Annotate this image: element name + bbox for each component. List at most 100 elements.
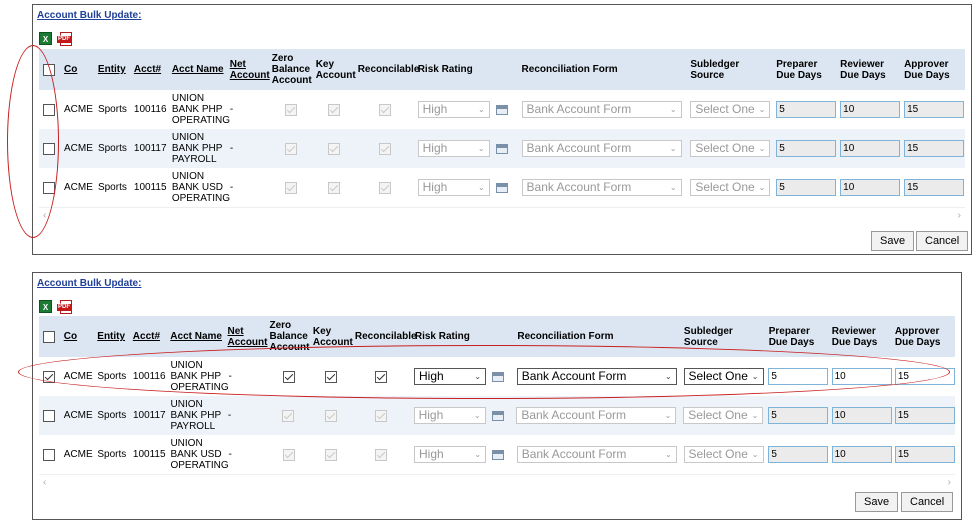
scroll-left-icon[interactable]: ‹ xyxy=(43,476,47,488)
key-account-checkbox[interactable] xyxy=(325,448,338,461)
key-account-checkbox[interactable] xyxy=(324,409,337,422)
scroll-right-icon[interactable]: › xyxy=(957,209,961,221)
table-row: ACME Sports 100117 UNION BANK PHP PAYROL… xyxy=(39,129,965,168)
reconcilable-checkbox[interactable] xyxy=(378,142,391,155)
col-header-acct[interactable]: Acct# xyxy=(133,64,162,75)
pdf-icon[interactable]: PDF xyxy=(57,300,73,314)
col-header-approver-due: Approver Due Days xyxy=(894,325,941,348)
zero-balance-checkbox[interactable] xyxy=(282,448,295,461)
cell-entity: Sports xyxy=(97,143,127,154)
excel-icon[interactable]: X xyxy=(39,300,52,313)
calendar-icon[interactable] xyxy=(495,143,508,154)
export-toolbar: X PDF xyxy=(39,32,73,46)
zero-balance-checkbox[interactable] xyxy=(284,181,297,194)
approver-due-input[interactable]: 15 xyxy=(904,179,965,196)
cell-co: ACME xyxy=(63,410,93,421)
key-account-checkbox[interactable] xyxy=(327,181,340,194)
preparer-due-input[interactable]: 5 xyxy=(768,407,829,424)
col-header-acct[interactable]: Acct# xyxy=(132,331,161,342)
subledger-select[interactable]: Select One ⌄ xyxy=(690,140,771,157)
pdf-icon[interactable]: PDF xyxy=(57,32,73,46)
panel-title-link[interactable]: Account Bulk Update: xyxy=(37,10,142,21)
cell-acct-name: UNION BANK PHP PAYROLL xyxy=(170,399,221,432)
risk-rating-select[interactable]: High ⌄ xyxy=(417,101,490,118)
reconcilable-checkbox[interactable] xyxy=(375,448,388,461)
cell-acct-name: UNION BANK USD OPERATING xyxy=(170,438,229,471)
subledger-select[interactable]: Select One ⌄ xyxy=(683,407,764,424)
subledger-select[interactable]: Select One ⌄ xyxy=(690,179,771,196)
reconcilable-checkbox[interactable] xyxy=(378,181,391,194)
approver-due-input[interactable]: 15 xyxy=(894,446,955,463)
col-header-subledger: Subledger Source xyxy=(690,58,740,81)
recon-form-select[interactable]: Bank Account Form ⌄ xyxy=(521,140,682,157)
col-header-entity[interactable]: Entity xyxy=(97,331,126,342)
row-select-checkbox[interactable] xyxy=(43,448,55,461)
subledger-select[interactable]: Select One ⌄ xyxy=(690,101,771,118)
col-header-risk-rating: Risk Rating xyxy=(414,331,470,342)
save-button[interactable]: Save xyxy=(871,231,915,251)
cell-net-account: - xyxy=(229,143,234,154)
key-account-checkbox[interactable] xyxy=(327,103,340,116)
chevron-down-icon: ⌄ xyxy=(758,144,766,153)
cell-acct: 100117 xyxy=(132,410,166,421)
cancel-button[interactable]: Cancel xyxy=(901,492,954,512)
recon-form-select[interactable]: Bank Account Form ⌄ xyxy=(516,407,677,424)
col-header-net-account[interactable]: Net Account xyxy=(229,58,270,81)
recon-form-select[interactable]: Bank Account Form ⌄ xyxy=(521,179,682,196)
col-header-entity[interactable]: Entity xyxy=(97,64,126,75)
horizontal-scrollbar[interactable]: ‹ › xyxy=(39,474,955,489)
scroll-right-icon[interactable]: › xyxy=(947,476,951,488)
save-button[interactable]: Save xyxy=(855,492,899,512)
reviewer-due-input[interactable]: 10 xyxy=(831,446,892,463)
preparer-due-input[interactable]: 5 xyxy=(768,446,829,463)
col-header-zero-balance: Zero Balance Account xyxy=(271,53,312,86)
chevron-down-icon: ⌄ xyxy=(758,183,766,192)
col-header-co[interactable]: Co xyxy=(63,331,78,342)
reconcilable-checkbox[interactable] xyxy=(374,409,387,422)
panel-title-link[interactable]: Account Bulk Update: xyxy=(37,278,142,289)
zero-balance-checkbox[interactable] xyxy=(282,409,295,422)
calendar-icon[interactable] xyxy=(491,410,504,421)
col-header-co[interactable]: Co xyxy=(63,64,78,75)
subledger-select[interactable]: Select One ⌄ xyxy=(683,446,764,463)
zero-balance-checkbox[interactable] xyxy=(284,142,297,155)
cancel-button[interactable]: Cancel xyxy=(916,231,969,251)
col-header-acct-name[interactable]: Acct Name xyxy=(171,64,224,75)
chevron-down-icon: ⌄ xyxy=(477,183,485,192)
recon-form-select[interactable]: Bank Account Form ⌄ xyxy=(521,101,682,118)
calendar-icon[interactable] xyxy=(495,182,508,193)
col-header-approver-due: Approver Due Days xyxy=(904,58,950,81)
calendar-icon[interactable] xyxy=(492,449,505,460)
risk-rating-select[interactable]: High ⌄ xyxy=(417,140,490,157)
reviewer-due-input[interactable]: 10 xyxy=(840,101,901,118)
row-select-checkbox[interactable] xyxy=(43,409,55,422)
cell-entity: Sports xyxy=(97,410,127,421)
col-header-risk-rating: Risk Rating xyxy=(417,64,473,75)
risk-rating-select[interactable]: High ⌄ xyxy=(417,179,490,196)
cell-co: ACME xyxy=(63,449,93,460)
horizontal-scrollbar[interactable]: ‹ › xyxy=(39,207,965,222)
approver-due-input[interactable]: 15 xyxy=(894,407,955,424)
preparer-due-input[interactable]: 5 xyxy=(776,179,837,196)
chevron-down-icon: ⌄ xyxy=(751,411,759,420)
risk-rating-select[interactable]: High ⌄ xyxy=(414,446,487,463)
reviewer-due-input[interactable]: 10 xyxy=(840,179,901,196)
zero-balance-checkbox[interactable] xyxy=(284,103,297,116)
reviewer-due-input[interactable]: 10 xyxy=(840,140,901,157)
preparer-due-input[interactable]: 5 xyxy=(776,140,837,157)
select-all-checkbox[interactable] xyxy=(43,330,55,343)
reconcilable-checkbox[interactable] xyxy=(378,103,391,116)
preparer-due-input[interactable]: 5 xyxy=(776,101,837,118)
key-account-checkbox[interactable] xyxy=(327,142,340,155)
excel-icon[interactable]: X xyxy=(39,32,52,45)
risk-rating-select[interactable]: High ⌄ xyxy=(413,407,486,424)
col-header-acct-name[interactable]: Acct Name xyxy=(170,331,222,342)
col-header-net-account[interactable]: Net Account xyxy=(227,325,268,348)
approver-due-input[interactable]: 15 xyxy=(904,101,965,118)
calendar-icon[interactable] xyxy=(495,104,508,115)
reviewer-due-input[interactable]: 10 xyxy=(831,407,892,424)
annotation-ellipse-checkbox-column xyxy=(7,45,59,238)
cell-acct-name: UNION BANK PHP OPERATING xyxy=(171,93,231,126)
approver-due-input[interactable]: 15 xyxy=(904,140,965,157)
recon-form-select[interactable]: Bank Account Form ⌄ xyxy=(516,446,677,463)
